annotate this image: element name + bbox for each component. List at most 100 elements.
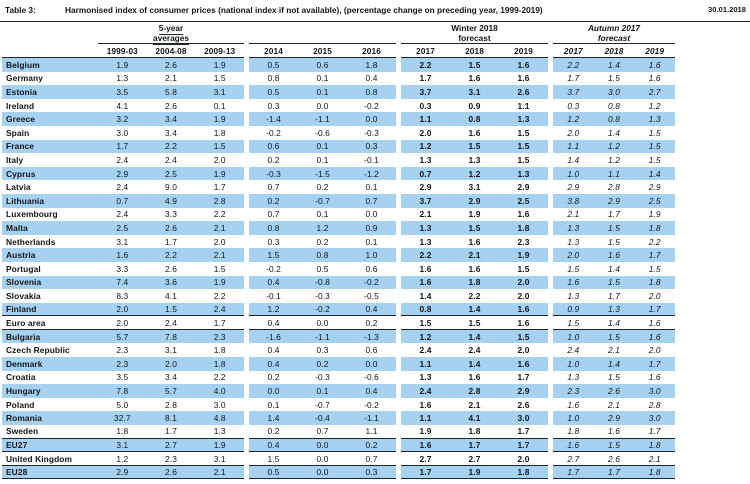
value-cell: 0.6 — [316, 59, 329, 70]
table-row: EU28 2.9 2.6 2.1 0.5 0.0 0.3 1.7 1.9 1.8 1.7 1.7 1.8 — [2, 465, 675, 480]
row-segment: 2.1 1.7 1.9 — [553, 208, 675, 222]
value-cell: 2.0 — [648, 290, 661, 301]
value-cell: 1.7 — [648, 358, 661, 369]
value-cell: 2.1 — [648, 453, 661, 464]
header-group-winter-2018-forecast: Winter 2018 forecast 2017 2018 2019 — [401, 23, 548, 58]
value-cell: 32.7 — [113, 413, 131, 424]
value-cell: 3.0 — [116, 127, 129, 138]
table-row: Finland 2.0 1.5 2.4 1.2 -0.2 0.4 0.8 1.4 1.6 0.9 1.… — [2, 302, 675, 317]
value-cell: 1.9 — [419, 426, 432, 437]
group-label-winter: Winter 2018 forecast — [401, 23, 548, 44]
value-cell: 2.6 — [165, 222, 177, 233]
value-cell: 1.6 — [648, 372, 661, 383]
value-cell: 0.8 — [608, 100, 620, 111]
value-cell: -0.2 — [266, 263, 281, 274]
group-label-5yr: 5-year averages — [98, 23, 244, 45]
value-cell: 1.9 — [213, 277, 226, 288]
value-cell: 1.5 — [213, 141, 226, 152]
value-cell: -0.2 — [315, 303, 330, 314]
value-cell: 1.5 — [517, 263, 530, 274]
row-segment: 1.1 0.8 1.3 — [401, 112, 548, 126]
value-cell: 1.4 — [608, 317, 620, 328]
value-cell: 1.6 — [517, 358, 530, 369]
value-cell: 1.7 — [165, 236, 177, 247]
value-cell: -0.2 — [364, 277, 379, 288]
value-cell: 2.5 — [517, 195, 530, 206]
value-cell: 1.7 — [213, 182, 226, 193]
value-cell: 1.5 — [468, 59, 481, 70]
value-cell: 1.2 — [267, 303, 280, 314]
row-segment: Belgium 1.9 2.6 1.9 — [2, 58, 244, 72]
value-cell: 1.8 — [648, 277, 661, 288]
value-cell: 1.5 — [608, 73, 620, 84]
value-cell: 2.3 — [567, 386, 580, 397]
row-segment: 0.1 -0.7 -0.2 — [249, 398, 396, 412]
header-group-5yr-averages: 5-year averages 1999-03 2004-08 2009-13 — [2, 23, 244, 58]
country-cell: United Kingdom — [6, 453, 73, 464]
value-cell: 1.6 — [116, 250, 129, 261]
table-row: Poland 5.0 2.8 3.0 0.1 -0.7 -0.2 1.6 2.1 2.6 1.6 2.… — [2, 398, 675, 412]
table-row: Ireland 4.1 2.6 0.1 0.3 0.0 -0.2 0.3 0.9 1.1 0.3 0.… — [2, 99, 675, 113]
value-cell: 2.2 — [213, 209, 226, 220]
country-cell: Denmark — [6, 358, 43, 369]
value-cell: 2.9 — [419, 182, 432, 193]
table-row: Hungary 7.8 5.7 4.0 0.0 0.1 0.4 2.4 2.8 2.9 2.3 2.6… — [2, 384, 675, 398]
value-cell: 3.3 — [116, 263, 129, 274]
country-column-spacer — [2, 23, 98, 44]
value-cell: 1.5 — [608, 439, 620, 450]
table-row: Bulgaria 5.7 7.8 2.3 -1.6 -1.1 -1.3 1.2 1.4 1.5 1.… — [2, 329, 675, 344]
value-cell: 2.8 — [213, 195, 226, 206]
row-segment: 3.7 3.1 2.6 — [401, 85, 548, 99]
value-cell: 2.1 — [165, 73, 177, 84]
value-cell: -0.3 — [364, 127, 379, 138]
country-cell: Lithuania — [6, 195, 45, 206]
value-cell: 2.9 — [116, 168, 129, 179]
row-segment: -0.1 -0.3 -0.5 — [249, 289, 396, 303]
header-group-recent-years: 2014 2015 2016 — [249, 23, 396, 58]
row-segment: 1.4 1.2 1.5 — [553, 153, 675, 167]
value-cell: 2.2 — [419, 59, 432, 70]
row-segment: Spain 3.0 3.4 1.8 — [2, 126, 244, 140]
value-cell: 1.2 — [316, 222, 329, 233]
value-cell: 2.1 — [608, 345, 620, 356]
row-segment: EU28 2.9 2.6 2.1 — [2, 465, 244, 480]
value-cell: 2.5 — [116, 222, 129, 233]
table-title: Harmonised index of consumer prices (nat… — [65, 4, 543, 15]
value-cell: 1.6 — [648, 73, 661, 84]
value-cell: 2.9 — [517, 386, 530, 397]
value-cell: 2.3 — [116, 358, 129, 369]
value-cell: 3.0 — [213, 399, 226, 410]
value-cell: 0.1 — [316, 73, 329, 84]
row-segment: 0.4 -0.8 -0.2 — [249, 275, 396, 290]
value-cell: 2.1 — [419, 209, 432, 220]
row-segment: 0.8 1.2 0.9 — [249, 221, 396, 235]
value-cell: 2.9 — [517, 182, 530, 193]
table-number: Table 3: — [5, 4, 36, 15]
table-caption: Table 3: Harmonised index of consumer pr… — [0, 0, 750, 22]
row-segment: 1.4 -0.4 -1.1 — [249, 411, 396, 426]
value-cell: 1.7 — [165, 426, 177, 437]
value-cell: 4.1 — [468, 413, 481, 424]
value-cell: 1.5 — [567, 263, 580, 274]
value-cell: -0.2 — [266, 127, 281, 138]
row-segment: 1.5 1.4 1.5 — [553, 262, 675, 276]
value-cell: 2.3 — [116, 345, 129, 356]
row-segment: Croatia 3.5 3.4 2.2 — [2, 371, 244, 385]
value-cell: 1.6 — [517, 59, 530, 70]
table-row: Cyprus 2.9 2.5 1.9 -0.3 -1.5 -1.2 0.7 1.2 1.3 1.0 1… — [2, 166, 675, 181]
value-cell: 0.4 — [267, 317, 280, 328]
value-cell: 1.3 — [213, 426, 226, 437]
value-cell: 1.5 — [165, 303, 177, 314]
value-cell: 2.5 — [165, 168, 177, 179]
value-cell: -0.2 — [364, 100, 379, 111]
value-cell: 2.6 — [165, 100, 177, 111]
value-cell: 1.3 — [567, 222, 580, 233]
value-cell: 2.2 — [468, 290, 481, 301]
row-segment: 0.2 -0.7 0.7 — [249, 193, 396, 208]
value-cell: 2.4 — [468, 345, 481, 356]
row-segment: 1.6 1.7 1.7 — [401, 438, 548, 453]
value-cell: 2.4 — [213, 303, 226, 314]
value-cell: 1.1 — [419, 358, 432, 369]
value-cell: 1.5 — [468, 141, 481, 152]
group-label-line1: Winter 2018 — [451, 23, 498, 33]
